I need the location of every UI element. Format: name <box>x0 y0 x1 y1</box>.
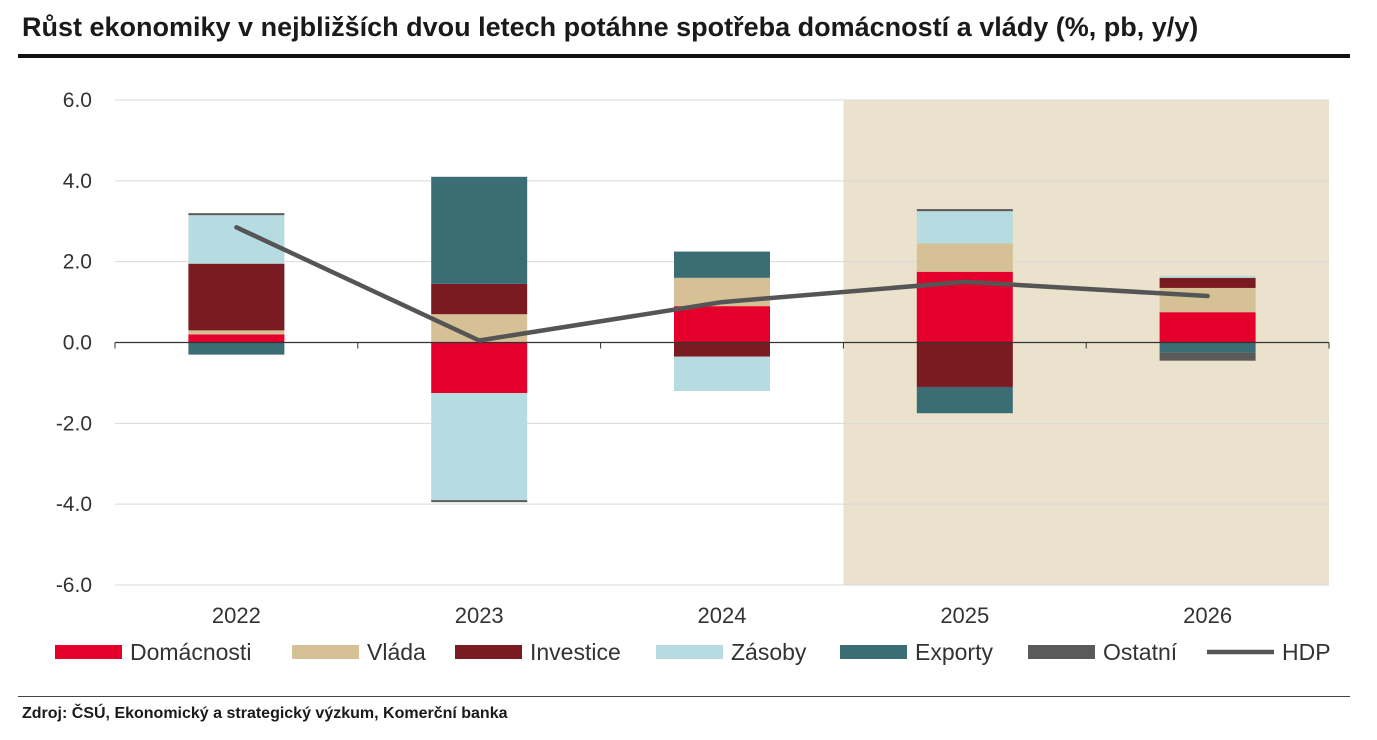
legend-label: Zásoby <box>731 639 807 665</box>
bar-segment <box>674 356 770 391</box>
source-note: Zdroj: ČSÚ, Ekonomický a strategický výz… <box>22 705 508 722</box>
legend: Domácnosti Vláda Investice Zásoby Exporty Ost… <box>55 639 1331 665</box>
legend-swatch <box>840 645 907 659</box>
bar-segment <box>1159 277 1256 288</box>
legend-label: Ostatní <box>1103 639 1178 665</box>
bar-segment <box>1159 342 1256 353</box>
bar-segment <box>916 209 1013 212</box>
bar-segment <box>674 342 770 357</box>
bar-segment <box>916 243 1013 272</box>
bar-segment <box>916 386 1013 414</box>
bar-segment <box>431 176 528 284</box>
bar-segment <box>1159 352 1256 361</box>
axes: 6.0 4.0 2.0 0.0 -2.0 -4.0 -6.0 2022 2023 2024 2025… <box>56 89 1330 628</box>
legend-label: Vláda <box>367 639 426 665</box>
y-tick-label: 2.0 <box>63 251 92 274</box>
bar-segment <box>1159 312 1256 343</box>
x-tick-label: 2024 <box>698 603 747 628</box>
legend-swatch <box>292 645 359 659</box>
title-underline <box>18 54 1350 58</box>
legend-label: Investice <box>530 639 621 665</box>
x-tick-label: 2022 <box>212 603 261 628</box>
bar-segment <box>188 330 285 335</box>
chart-title: Růst ekonomiky v nejbližších dvou letech… <box>22 12 1199 42</box>
bar-segment <box>188 213 285 216</box>
legend-swatch <box>55 645 122 659</box>
y-tick-label: -4.0 <box>56 493 92 516</box>
bar-segment <box>916 342 1013 387</box>
x-tick-label: 2026 <box>1183 603 1232 628</box>
y-tick-label: -2.0 <box>56 412 92 435</box>
x-tick-label: 2023 <box>455 603 504 628</box>
y-tick-label: 0.0 <box>63 332 92 355</box>
bar-segment <box>431 500 528 503</box>
bar-segment <box>431 393 528 501</box>
bar-segment <box>431 342 528 394</box>
bar-segment <box>188 342 285 355</box>
bar-segment <box>431 314 528 343</box>
x-tick-label: 2025 <box>940 603 989 628</box>
legend-swatch <box>656 645 723 659</box>
legend-swatch <box>1028 645 1095 659</box>
bar-segment <box>188 334 285 343</box>
y-tick-label: 6.0 <box>63 89 92 112</box>
y-tick-label: -6.0 <box>56 574 92 597</box>
legend-label: Exporty <box>915 639 993 665</box>
bar-segment <box>1159 275 1256 278</box>
bar-segment <box>188 215 285 264</box>
y-tick-label: 4.0 <box>63 170 92 193</box>
bar-segment <box>431 283 528 315</box>
bar-segment <box>674 306 770 343</box>
bar-segment <box>916 211 1013 244</box>
bars <box>188 176 1256 503</box>
legend-label: Domácnosti <box>130 639 251 665</box>
stacked-bar-chart: 6.0 4.0 2.0 0.0 -2.0 -4.0 -6.0 2022 2023 2024 2025… <box>55 89 1331 665</box>
footer-rule <box>18 696 1350 697</box>
hdp-line-layer <box>234 225 1210 343</box>
legend-label: HDP <box>1282 639 1331 665</box>
bar-segment <box>674 251 770 278</box>
bar-segment <box>188 263 285 331</box>
bar-segment <box>1159 287 1256 313</box>
legend-swatch <box>455 645 522 659</box>
